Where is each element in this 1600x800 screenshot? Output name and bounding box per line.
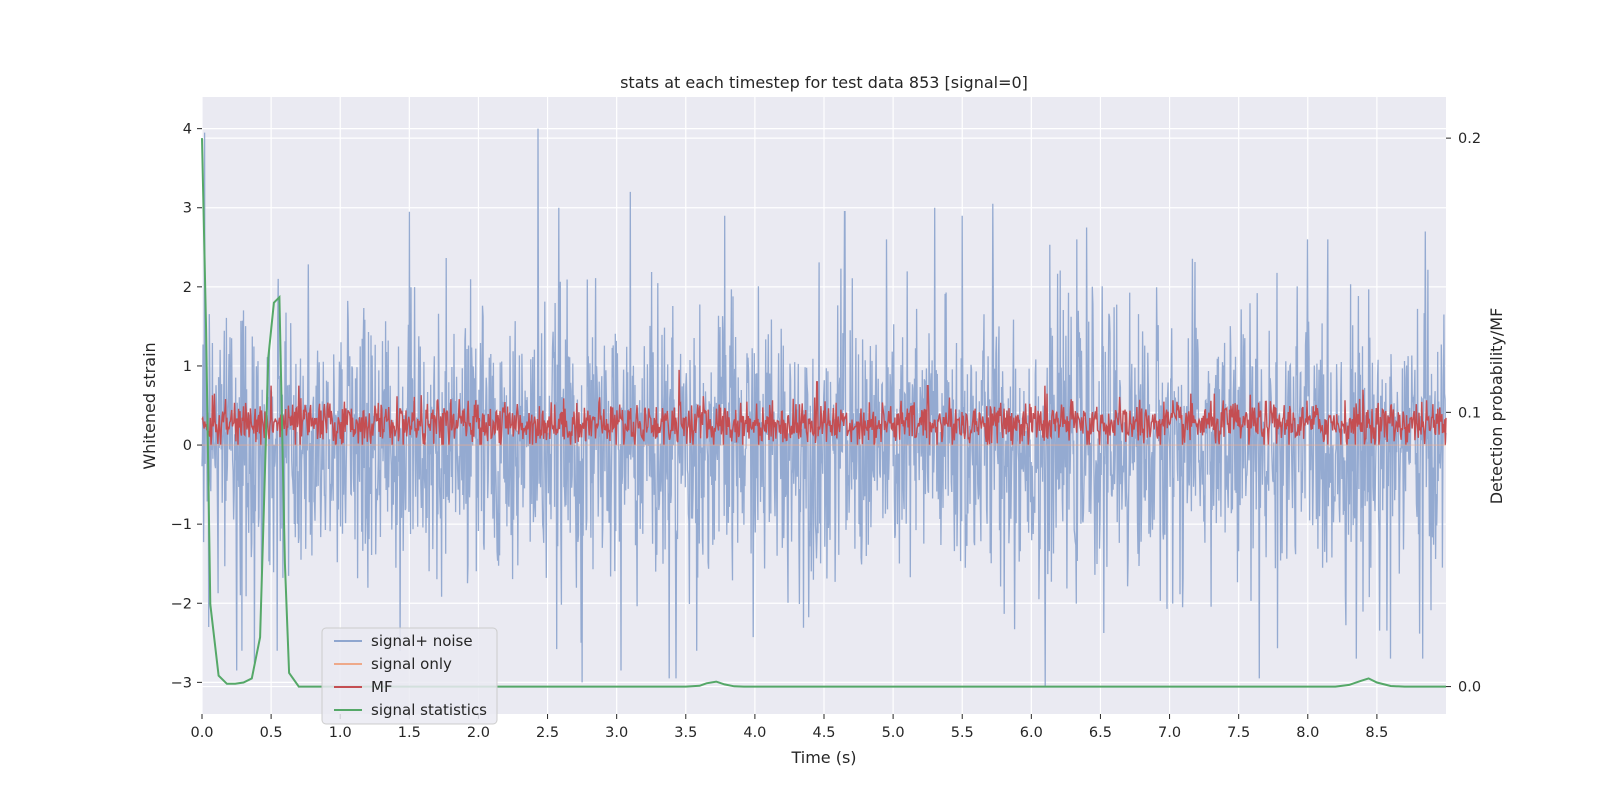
x-tick-label-0: 0.0 xyxy=(190,725,213,741)
x-axis: 0.0 0.5 1.0 1.5 2.0 2.5 3.0 3.5 4.0 4.5 5.0 5.5 6.0 6… xyxy=(190,714,1388,741)
legend-label-signal-statistics: signal statistics xyxy=(371,701,487,719)
y-tick-label-7: 4 xyxy=(183,122,192,138)
y-tick-label-6: 3 xyxy=(183,201,192,217)
signal-statistics-line xyxy=(201,138,1446,688)
y-axis-label: Whitened strain xyxy=(140,342,159,469)
y2-tick-label-2: 0.2 xyxy=(1458,131,1481,147)
x-tick-label-5: 2.5 xyxy=(536,725,559,741)
x-tick-label-3: 1.5 xyxy=(398,725,421,741)
x-tick-label-14: 7.0 xyxy=(1158,725,1181,741)
y2-axis-label: Detection probability/MF xyxy=(1487,308,1506,505)
y2-tick-label-1: 0.1 xyxy=(1458,405,1481,421)
mf-series xyxy=(201,369,1447,446)
legend: signal+ noise signal only MF signal stat… xyxy=(321,627,498,725)
y-tick-label-0: −3 xyxy=(171,675,192,691)
x-tick-label-2: 1.0 xyxy=(329,725,352,741)
x-tick-label-6: 3.0 xyxy=(605,725,628,741)
x-tick-label-12: 6.0 xyxy=(1020,725,1043,741)
legend-label-signal-noise: signal+ noise xyxy=(371,632,473,650)
y-tick-label-5: 2 xyxy=(183,280,192,296)
x-tick-label-1: 0.5 xyxy=(260,725,283,741)
y-tick-label-2: −1 xyxy=(171,517,192,533)
x-tick-label-15: 7.5 xyxy=(1227,725,1250,741)
x-tick-label-8: 4.0 xyxy=(743,725,766,741)
y-axis: −3 −2 −1 0 1 2 3 4 xyxy=(171,122,202,691)
x-tick-label-9: 4.5 xyxy=(812,725,835,741)
x-tick-label-10: 5.0 xyxy=(882,725,905,741)
x-tick-label-13: 6.5 xyxy=(1089,725,1112,741)
y-tick-label-3: 0 xyxy=(183,438,192,454)
x-tick-label-11: 5.5 xyxy=(951,725,974,741)
y-tick-label-4: 1 xyxy=(183,359,192,375)
signal-statistics-series xyxy=(201,138,1446,688)
signal-noise-series xyxy=(201,128,1447,687)
legend-label-mf: MF xyxy=(371,678,393,696)
chart-title: stats at each timestep for test data 853… xyxy=(620,73,1028,92)
x-tick-label-17: 8.5 xyxy=(1365,725,1388,741)
y2-tick-label-0: 0.0 xyxy=(1458,680,1481,696)
y2-axis: 0.0 0.1 0.2 xyxy=(1446,131,1481,696)
x-tick-label-4: 2.0 xyxy=(467,725,490,741)
legend-label-signal-only: signal only xyxy=(371,655,452,673)
x-tick-label-7: 3.5 xyxy=(674,725,697,741)
mf-line xyxy=(201,369,1447,446)
y-tick-label-1: −2 xyxy=(171,596,192,612)
x-tick-label-16: 8.0 xyxy=(1296,725,1319,741)
signal-noise-line xyxy=(201,128,1447,687)
legend-frame xyxy=(321,627,498,725)
x-axis-label: Time (s) xyxy=(790,748,856,767)
